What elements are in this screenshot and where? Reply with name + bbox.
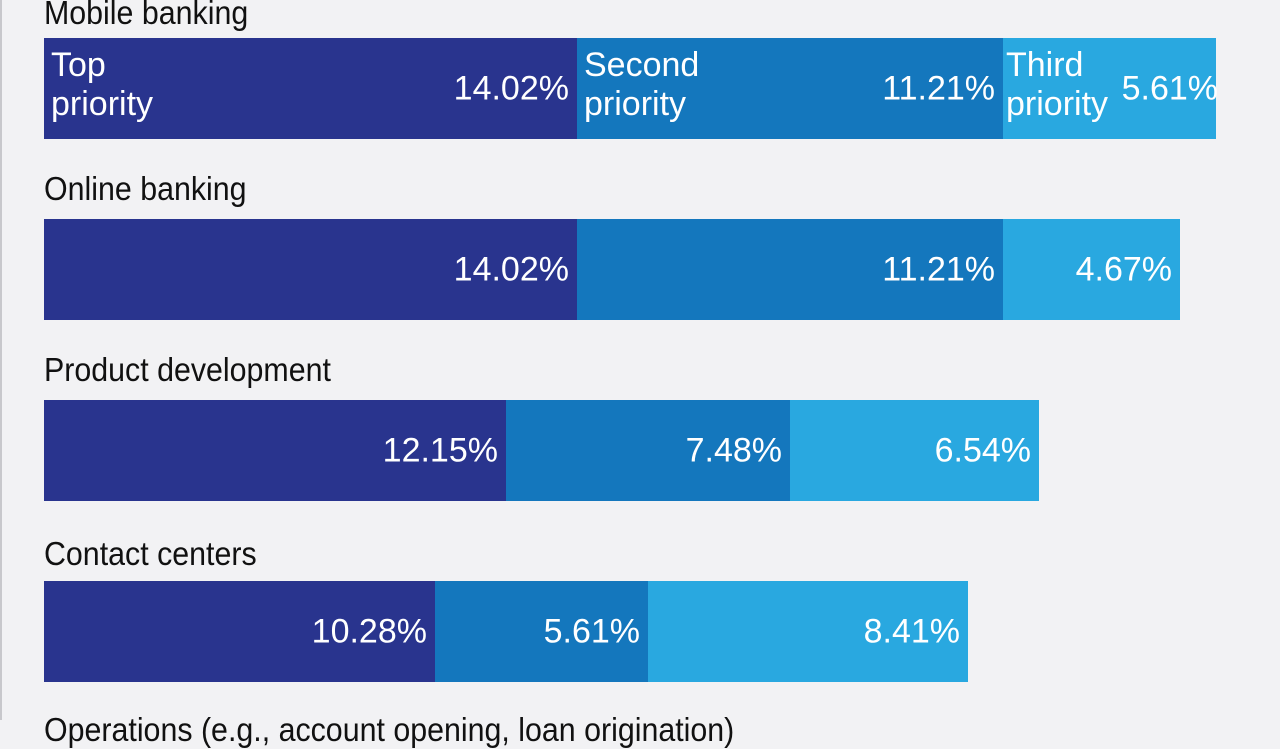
left-border <box>0 0 2 720</box>
bar-segment: 14.02% <box>44 219 577 320</box>
data-label: 10.28% <box>311 612 427 650</box>
bar-segment: 10.28% <box>44 581 435 682</box>
bar-segment: 7.48% <box>506 400 790 501</box>
data-label: 4.67% <box>1075 250 1172 288</box>
data-label: 5.61% <box>1121 69 1218 107</box>
category-label: Contact centers <box>44 535 257 572</box>
category-label: Operations (e.g., account opening, loan … <box>44 711 735 748</box>
category-label: Product development <box>44 351 331 388</box>
data-label: 11.21% <box>882 250 995 288</box>
bar-segment: 5.61% Third priority <box>1003 38 1218 139</box>
category-label: Online banking <box>44 170 247 207</box>
bar-segment: 12.15% <box>44 400 506 501</box>
bar-segment: 14.02% Top priority <box>44 38 577 139</box>
bar-segment: 6.54% <box>790 400 1039 501</box>
bar-segment: 4.67% <box>1003 219 1180 320</box>
bar-segment: 11.21% Second priority <box>577 38 1003 139</box>
category-label: Mobile banking <box>44 0 249 31</box>
data-label: 7.48% <box>685 431 782 469</box>
bar-segment: 5.61% <box>435 581 648 682</box>
data-label: 6.54% <box>934 431 1031 469</box>
data-label: 8.41% <box>863 612 960 650</box>
data-label: 5.61% <box>543 612 640 650</box>
data-label: 12.15% <box>382 431 498 469</box>
legend-label: Third priority <box>1006 46 1109 123</box>
legend-label: Second priority <box>584 46 700 123</box>
bar-segment: 11.21% <box>577 219 1003 320</box>
data-label: 14.02% <box>453 250 569 288</box>
bar-segment: 8.41% <box>648 581 968 682</box>
data-label: 11.21% <box>882 69 995 107</box>
legend-label: Top priority <box>51 46 154 123</box>
data-label: 14.02% <box>453 69 569 107</box>
